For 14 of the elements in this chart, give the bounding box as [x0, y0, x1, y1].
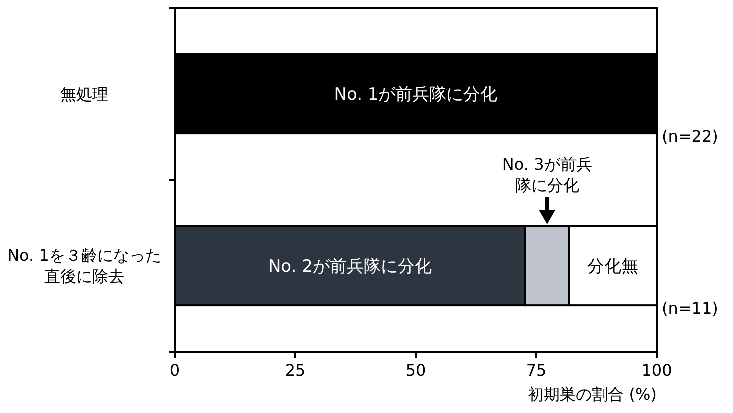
series-label: No. 1が前兵隊に分化	[334, 85, 498, 105]
x-tick-label: 75	[526, 361, 547, 380]
annotation: No. 3が前兵隊に分化	[501, 154, 594, 196]
x-axis-title: 初期巣の割合 (%)	[527, 384, 657, 405]
annotation: (n=11)	[662, 298, 718, 319]
y-tick-label: 無処理	[60, 84, 110, 104]
x-tick-label: 100	[642, 361, 672, 380]
x-tick-label: 0	[170, 361, 180, 380]
y-tick-label: No. 1を３齢になった直後に除去	[6, 245, 162, 287]
x-tick-label: 50	[406, 361, 426, 380]
x-tick-label: 25	[285, 361, 306, 380]
annotation: (n=22)	[662, 126, 718, 147]
series-label: No. 2が前兵隊に分化	[268, 257, 432, 277]
series-label: 分化無	[588, 257, 639, 277]
